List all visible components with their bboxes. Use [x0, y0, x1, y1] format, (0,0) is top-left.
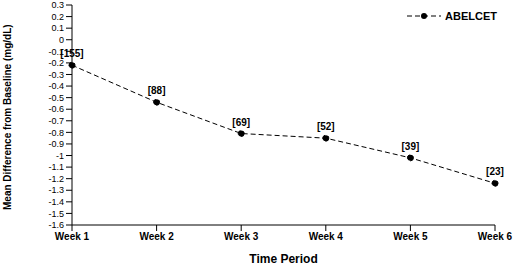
svg-text:-1.4: -1.4 [48, 197, 64, 207]
svg-text:Mean Difference from Baseline: Mean Difference from Baseline (mg/dL) [8, 24, 13, 210]
svg-text:0.2: 0.2 [51, 12, 64, 22]
svg-text:Week 3: Week 3 [224, 231, 259, 242]
svg-text:Week 1: Week 1 [55, 231, 90, 242]
svg-text:[52]: [52] [317, 121, 335, 132]
svg-text:0: 0 [59, 35, 64, 45]
html-text:ABELCET: ABELCET [445, 10, 497, 22]
svg-text:-1.2: -1.2 [48, 174, 64, 184]
svg-text:[23]: [23] [486, 166, 504, 177]
svg-text:Week 2: Week 2 [139, 231, 174, 242]
svg-text:-0.2: -0.2 [48, 58, 64, 68]
svg-text:-0.4: -0.4 [48, 81, 64, 91]
svg-text:-0.9: -0.9 [48, 139, 64, 149]
svg-text:-1.3: -1.3 [48, 185, 64, 195]
svg-text:-1.5: -1.5 [48, 209, 64, 219]
svg-text:Week 6: Week 6 [478, 231, 511, 242]
svg-text:-1.6: -1.6 [48, 220, 64, 230]
svg-text:-0.3: -0.3 [48, 70, 64, 80]
svg-text:-1.1: -1.1 [48, 162, 64, 172]
svg-text:0.1: 0.1 [51, 23, 64, 33]
svg-text:-0.5: -0.5 [48, 93, 64, 103]
svg-text:Week 4: Week 4 [309, 231, 344, 242]
svg-text:-0.6: -0.6 [48, 104, 64, 114]
svg-text:-0.1: -0.1 [48, 46, 64, 57]
svg-text:-0.7: -0.7 [48, 116, 64, 126]
svg-text:[88]: [88] [148, 85, 166, 96]
svg-text:[69]: [69] [232, 117, 250, 128]
svg-text:-0.8: -0.8 [48, 128, 64, 138]
svg-text:Time Period: Time Period [249, 252, 317, 266]
svg-text:0.3: 0.3 [51, 0, 64, 10]
svg-text:[39]: [39] [402, 141, 420, 152]
svg-text:[155]: [155] [60, 48, 83, 59]
svg-text:-1: -1 [56, 151, 64, 161]
svg-text:Week 5: Week 5 [393, 231, 428, 242]
